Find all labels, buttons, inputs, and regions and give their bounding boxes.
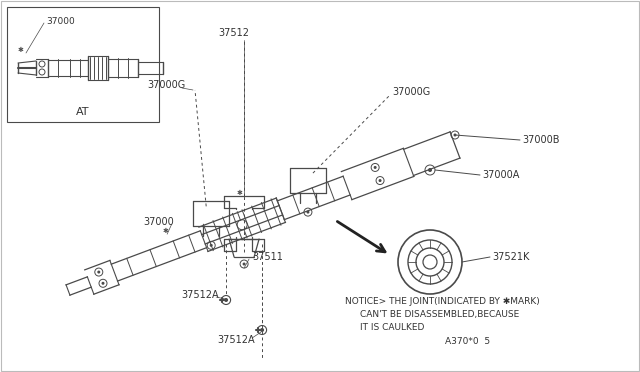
Text: NOTICE> THE JOINT(INDICATED BY ✱MARK): NOTICE> THE JOINT(INDICATED BY ✱MARK): [345, 298, 540, 307]
Text: AT: AT: [76, 107, 90, 117]
Text: 37000G: 37000G: [147, 80, 185, 90]
Bar: [7, 7, 159, 122]
Circle shape: [378, 179, 381, 182]
Text: 37000: 37000: [46, 16, 75, 26]
Text: 37512A: 37512A: [181, 290, 219, 300]
Text: 37512A: 37512A: [217, 335, 255, 345]
Text: 37521K: 37521K: [492, 252, 529, 262]
Circle shape: [307, 211, 310, 214]
Circle shape: [210, 244, 212, 247]
Text: 37512: 37512: [219, 28, 250, 38]
Text: CAN'T BE DISASSEMBLED,BECAUSE: CAN'T BE DISASSEMBLED,BECAUSE: [360, 311, 519, 320]
Text: 37511: 37511: [252, 252, 283, 262]
Text: IT IS CAULKED: IT IS CAULKED: [360, 324, 424, 333]
Circle shape: [260, 328, 264, 332]
Circle shape: [97, 270, 100, 273]
Text: 37000A: 37000A: [482, 170, 520, 180]
Text: 37000: 37000: [143, 217, 174, 227]
Text: ✱: ✱: [162, 228, 168, 234]
Text: ✱: ✱: [236, 190, 242, 196]
Circle shape: [428, 168, 432, 172]
Circle shape: [224, 298, 228, 302]
Circle shape: [243, 263, 246, 266]
Circle shape: [454, 134, 456, 137]
Text: ✱: ✱: [18, 47, 24, 53]
Text: 37000G: 37000G: [392, 87, 430, 97]
Text: 37000B: 37000B: [522, 135, 559, 145]
Circle shape: [102, 282, 104, 285]
Circle shape: [374, 166, 377, 169]
Text: A370*0  5: A370*0 5: [445, 337, 490, 346]
